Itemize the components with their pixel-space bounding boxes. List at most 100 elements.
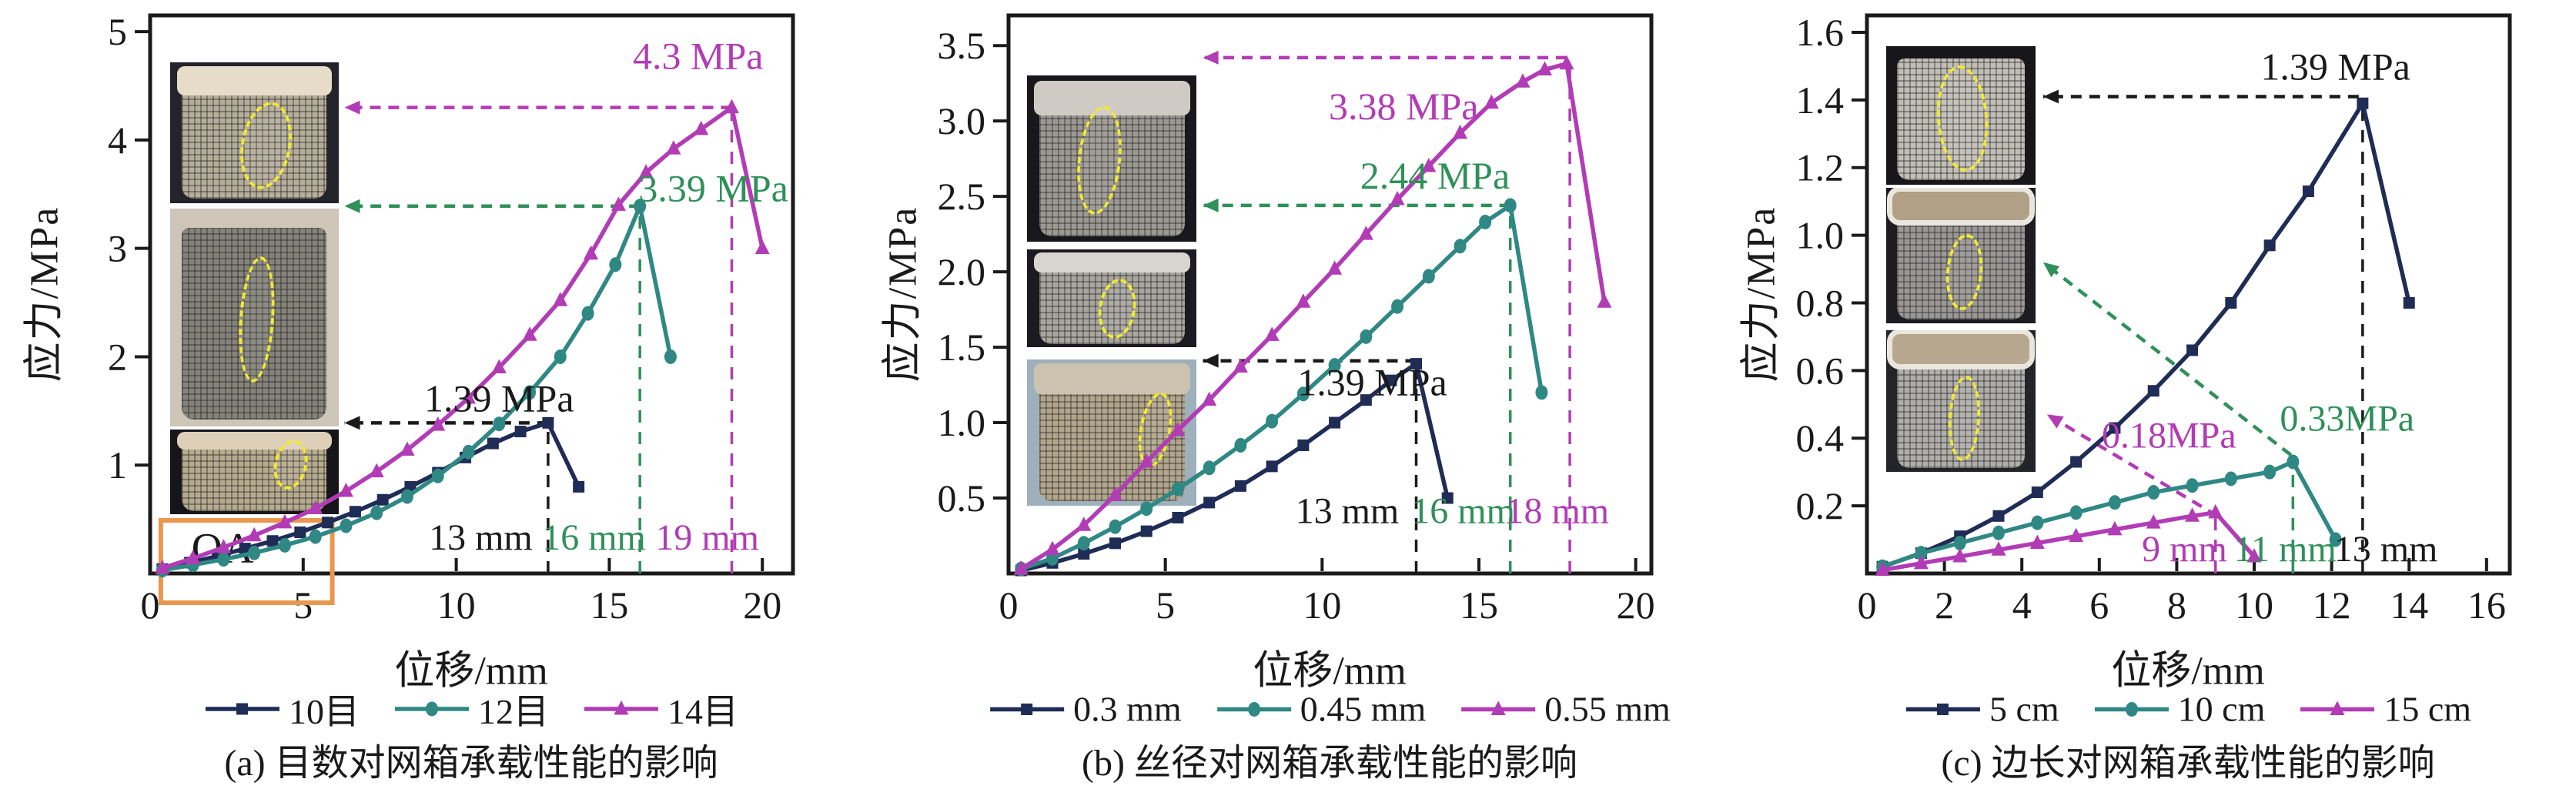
x-tick-label: 15 [1460, 583, 1498, 627]
annotation-label: 13 mm [2334, 529, 2438, 570]
marker-circle [340, 518, 353, 533]
x-tick-label: 12 [2313, 583, 2351, 627]
legend-marker-square [206, 703, 279, 715]
annotation-label: 11 mm [2234, 529, 2337, 570]
annotation-label: 2.44 MPa [1360, 154, 1510, 197]
annotation-label: 9 mm [2142, 529, 2227, 570]
x-tick-label: 8 [2167, 583, 2186, 627]
legend-c: 5 cm 10 cm 15 cm [1905, 689, 2471, 730]
marker-triangle [1076, 517, 1092, 531]
marker-circle [581, 306, 594, 321]
legend-marker-circle [395, 701, 469, 717]
marker-square [349, 506, 361, 518]
marker-triangle [1875, 561, 1890, 577]
marker-triangle [1233, 358, 1248, 373]
marker-triangle [1559, 55, 1574, 70]
marker-circle [1203, 460, 1216, 476]
legend-marker-triangle [1461, 700, 1536, 715]
marker-triangle [2208, 503, 2223, 519]
legend-marker-glyph [1490, 700, 1506, 715]
marker-circle [664, 349, 677, 364]
marker-triangle [1421, 157, 1437, 172]
marker-circle [1504, 198, 1517, 213]
marker-square [1441, 492, 1454, 504]
specimen-photo-14mesh [169, 62, 339, 203]
marker-square [487, 437, 499, 450]
caption-a: (a) 目数对网箱承载性能的影响 [224, 743, 718, 784]
marker-circle [1479, 214, 1492, 229]
marker-triangle [400, 441, 415, 456]
marker-circle [493, 416, 506, 432]
marker-circle [1328, 358, 1341, 373]
marker-triangle [1515, 73, 1531, 88]
caption-c: (c) 边长对网箱承载性能的影响 [1941, 743, 2435, 784]
legend-marker-triangle [584, 700, 658, 715]
pointer-arrowhead [344, 199, 360, 213]
y-tick-label: 1.2 [1796, 146, 1845, 189]
fabric-top [1034, 80, 1190, 116]
chart-canvas-c: 0 2 4 6 8 10 12 14 16 0.2 0.4 0.6 0.8 1.0 1.2 1.4 1.6 1.3… [1796, 11, 2512, 627]
legend-marker-glyph [236, 703, 248, 715]
marker-triangle [1358, 226, 1373, 240]
marker-square [2357, 97, 2369, 109]
marker-triangle [1045, 540, 1060, 556]
marker-square [2403, 296, 2415, 309]
legend-item-5 cm: 5 cm [1905, 689, 2059, 730]
marker-square [376, 493, 389, 506]
marker-circle [278, 537, 291, 553]
marker-circle [370, 505, 383, 520]
legend-marker-glyph [2330, 700, 2345, 715]
marker-square [2225, 296, 2237, 309]
annotation-label: 3.38 MPa [1329, 85, 1478, 128]
marker-circle [1454, 239, 1467, 254]
x-tick-label: 4 [2012, 583, 2032, 627]
marker-circle [401, 489, 413, 504]
legend-label: 0.3 mm [1073, 689, 1182, 729]
y-tick-label: 1.0 [1796, 214, 1845, 257]
marker-triangle [1170, 421, 1186, 436]
series-line-10目 [162, 420, 581, 572]
y-tick-label: 3 [108, 227, 127, 270]
x-tick-label: 16 [2467, 583, 2506, 627]
marker-triangle [666, 140, 681, 155]
legend-a: 10目 12目 14目 [204, 684, 738, 734]
y-tick-label: 3.5 [938, 24, 986, 67]
legend-marker-glyph [1247, 701, 1260, 717]
marker-triangle [461, 389, 477, 404]
marker-square [1992, 510, 2005, 522]
marker-circle [217, 552, 230, 567]
marker-square [2109, 422, 2121, 434]
pointer-arrowhead [2042, 262, 2060, 278]
marker-circle [1234, 437, 1247, 453]
sand-fill-top [1892, 334, 2030, 364]
x-tick-label: 15 [590, 583, 628, 627]
x-axis-label: 位移/mm [1253, 649, 1407, 694]
annotation-label: 1.39 MPa [1297, 361, 1447, 404]
marker-triangle [2107, 520, 2123, 536]
x-axis-label: 位移/mm [2111, 649, 2265, 694]
marker-triangle [1296, 293, 1311, 308]
specimen-photo-045 [1027, 249, 1197, 348]
fabric-top [1034, 363, 1190, 395]
legend-b: 0.3 mm 0.45 mm 0.55 mm [989, 689, 1671, 730]
pointer-dashed-line [2046, 413, 2219, 518]
chart-b: 0 5 10 15 20 0.5 1.0 1.5 2.0 2.5 3.0 3.5 3.38 MPa 2.4… [858, 0, 1717, 789]
marker-circle [2069, 505, 2083, 520]
marker-triangle [2185, 507, 2200, 522]
specimen-photo-12mesh [169, 208, 339, 426]
marker-circle [1992, 525, 2006, 540]
marker-triangle [2146, 514, 2161, 529]
plot-border [148, 13, 795, 576]
legend-label: 14目 [667, 692, 738, 731]
legend-label: 10 cm [2177, 689, 2266, 729]
plot-border [1006, 13, 1654, 576]
marker-triangle [553, 292, 568, 306]
marker-square [1410, 358, 1423, 370]
marker-square [2147, 385, 2159, 397]
marker-square [2302, 185, 2314, 197]
annotation-label: 18 mm [1505, 491, 1609, 532]
marker-circle [2147, 485, 2160, 500]
x-tick-label: 6 [2089, 583, 2109, 627]
marker-triangle [1913, 554, 1929, 570]
